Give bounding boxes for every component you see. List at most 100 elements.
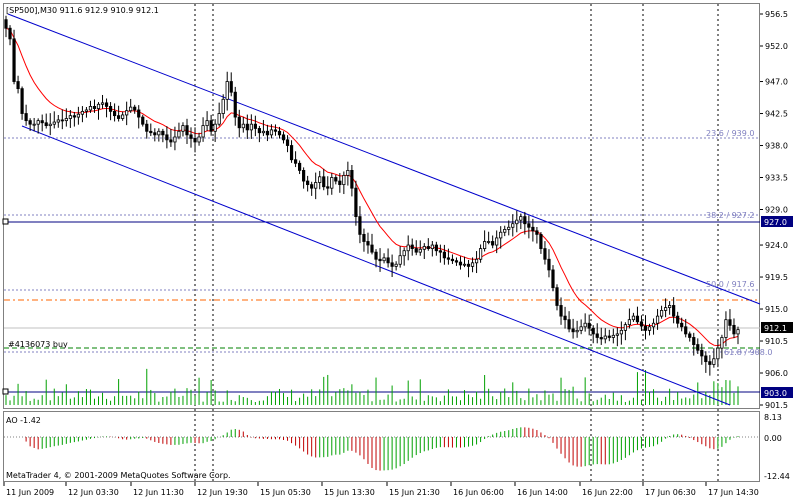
candle	[306, 175, 310, 192]
candle	[40, 114, 44, 132]
candle-body	[338, 180, 342, 186]
candle-body	[257, 128, 261, 134]
candle	[664, 298, 668, 318]
candle-body	[382, 257, 386, 262]
candle-body	[177, 130, 181, 138]
candle	[117, 105, 121, 122]
candle	[273, 124, 278, 136]
candle	[615, 327, 619, 347]
candle-body	[647, 326, 652, 331]
candle-body	[205, 120, 209, 127]
candle-body	[708, 361, 712, 365]
candle-body	[342, 174, 346, 186]
candle	[579, 319, 583, 335]
candle	[487, 231, 491, 245]
candle	[454, 257, 459, 266]
candle	[394, 261, 398, 271]
price-tag-current: 912.1	[764, 324, 787, 333]
candle	[539, 232, 543, 254]
candle	[314, 172, 318, 200]
candle-body	[575, 329, 579, 333]
candle	[32, 117, 36, 132]
candle	[519, 213, 523, 230]
candle-body	[704, 355, 708, 363]
candle	[483, 230, 487, 252]
candle-body	[386, 257, 390, 264]
candle-body	[72, 115, 76, 118]
candle	[470, 257, 475, 273]
candle-body	[145, 123, 149, 132]
time-axis-label: 12 Jun 03:30	[68, 488, 119, 497]
candle	[285, 135, 290, 153]
candle-body	[627, 319, 632, 326]
candle	[350, 164, 354, 197]
candle	[651, 318, 656, 335]
candle-body	[700, 349, 704, 357]
candle	[249, 114, 253, 139]
time-axis-label: 15 Jun 21:30	[389, 488, 440, 497]
candle	[161, 128, 165, 143]
candle-body	[310, 184, 314, 189]
candle-body	[293, 159, 298, 164]
candle	[181, 122, 185, 137]
candle-body	[104, 102, 109, 107]
candle-body	[169, 139, 173, 143]
candle-body	[52, 121, 56, 125]
candle-body	[390, 262, 394, 267]
candle	[100, 94, 105, 109]
candle-body	[483, 241, 487, 249]
candle-body	[366, 241, 370, 246]
candle-body	[583, 322, 587, 328]
candle	[611, 328, 615, 344]
candle	[16, 75, 20, 94]
regression-channel[interactable]	[7, 13, 761, 406]
candle-body	[394, 263, 398, 267]
candle	[104, 98, 109, 118]
candle-body	[137, 109, 141, 118]
candle-body	[201, 125, 205, 138]
candle-body	[595, 333, 599, 338]
time-axis-label: 16 Jun 14:00	[517, 488, 568, 497]
candle	[378, 248, 382, 272]
candle	[68, 109, 72, 128]
time-axis-label: 17 Jun 14:30	[708, 488, 759, 497]
candle-body	[603, 335, 607, 340]
candle-body	[117, 115, 121, 119]
candle-body	[28, 120, 32, 125]
candle	[639, 315, 644, 331]
candle-body	[334, 177, 338, 182]
candle	[28, 118, 32, 131]
candle	[659, 305, 664, 319]
level-903-handle	[2, 388, 9, 395]
channel-upper-line	[7, 13, 761, 305]
fib-label-50: 50.0 / 917.6	[706, 280, 755, 289]
candle	[265, 124, 270, 142]
candle	[619, 321, 623, 345]
candle	[398, 246, 402, 268]
candle	[298, 160, 302, 175]
candle	[56, 115, 60, 128]
candle-body	[306, 180, 310, 186]
candle	[189, 127, 193, 148]
candle	[330, 173, 334, 195]
candle-body	[24, 113, 28, 122]
candle	[555, 284, 559, 311]
candle-body	[563, 315, 567, 321]
candle	[281, 131, 286, 144]
candle-body	[571, 328, 575, 333]
candle	[567, 311, 571, 333]
candle-body	[676, 315, 680, 324]
price-tag-903-bg	[761, 387, 793, 398]
candle-body	[716, 347, 720, 360]
candle-body	[229, 81, 233, 93]
candle-body	[217, 113, 221, 125]
candle	[48, 113, 52, 136]
candle-body	[611, 334, 615, 338]
candle	[112, 103, 117, 122]
candle-body	[680, 322, 684, 328]
candle	[442, 244, 446, 265]
candle	[60, 109, 64, 130]
candle-body	[454, 260, 459, 263]
